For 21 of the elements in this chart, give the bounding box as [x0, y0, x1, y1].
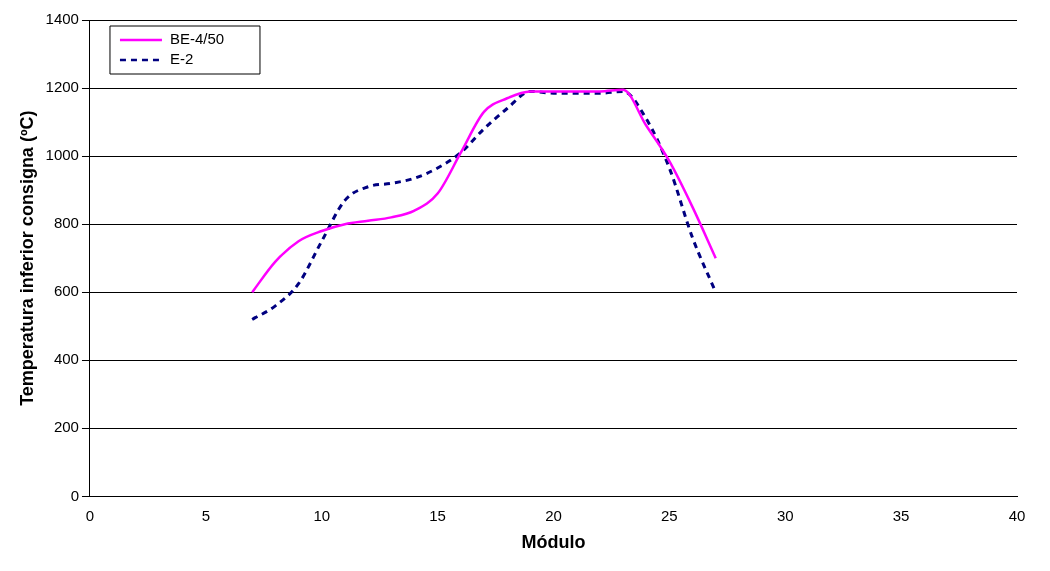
x-tick-label: 15 [429, 506, 446, 524]
x-tick-label: 5 [201, 506, 211, 524]
x-tick-label: 35 [892, 506, 910, 524]
x-tick-label: 40 [1008, 506, 1026, 524]
y-tick-label: 1200 [45, 78, 79, 96]
x-axis-title: Módulo [521, 532, 586, 553]
x-tick-label: 25 [661, 506, 678, 524]
x-tick-label: 30 [776, 506, 794, 524]
x-tick-label: 0 [85, 506, 95, 524]
y-tick-label: 800 [53, 214, 79, 232]
y-tick-label: 1000 [45, 146, 79, 164]
x-tick-label: 20 [545, 506, 562, 524]
y-tick-label: 1400 [45, 10, 79, 28]
legend-label: BE-4/50 [169, 30, 225, 48]
legend-label: E-2 [169, 50, 194, 68]
y-axis-title: Temperatura inferior consigna (ºC) [16, 110, 37, 406]
x-tick-label: 10 [313, 506, 331, 524]
y-tick-label: 0 [70, 486, 79, 504]
y-tick-label: 600 [53, 282, 79, 300]
y-tick-label: 200 [53, 418, 79, 436]
y-tick-label: 400 [53, 350, 79, 368]
